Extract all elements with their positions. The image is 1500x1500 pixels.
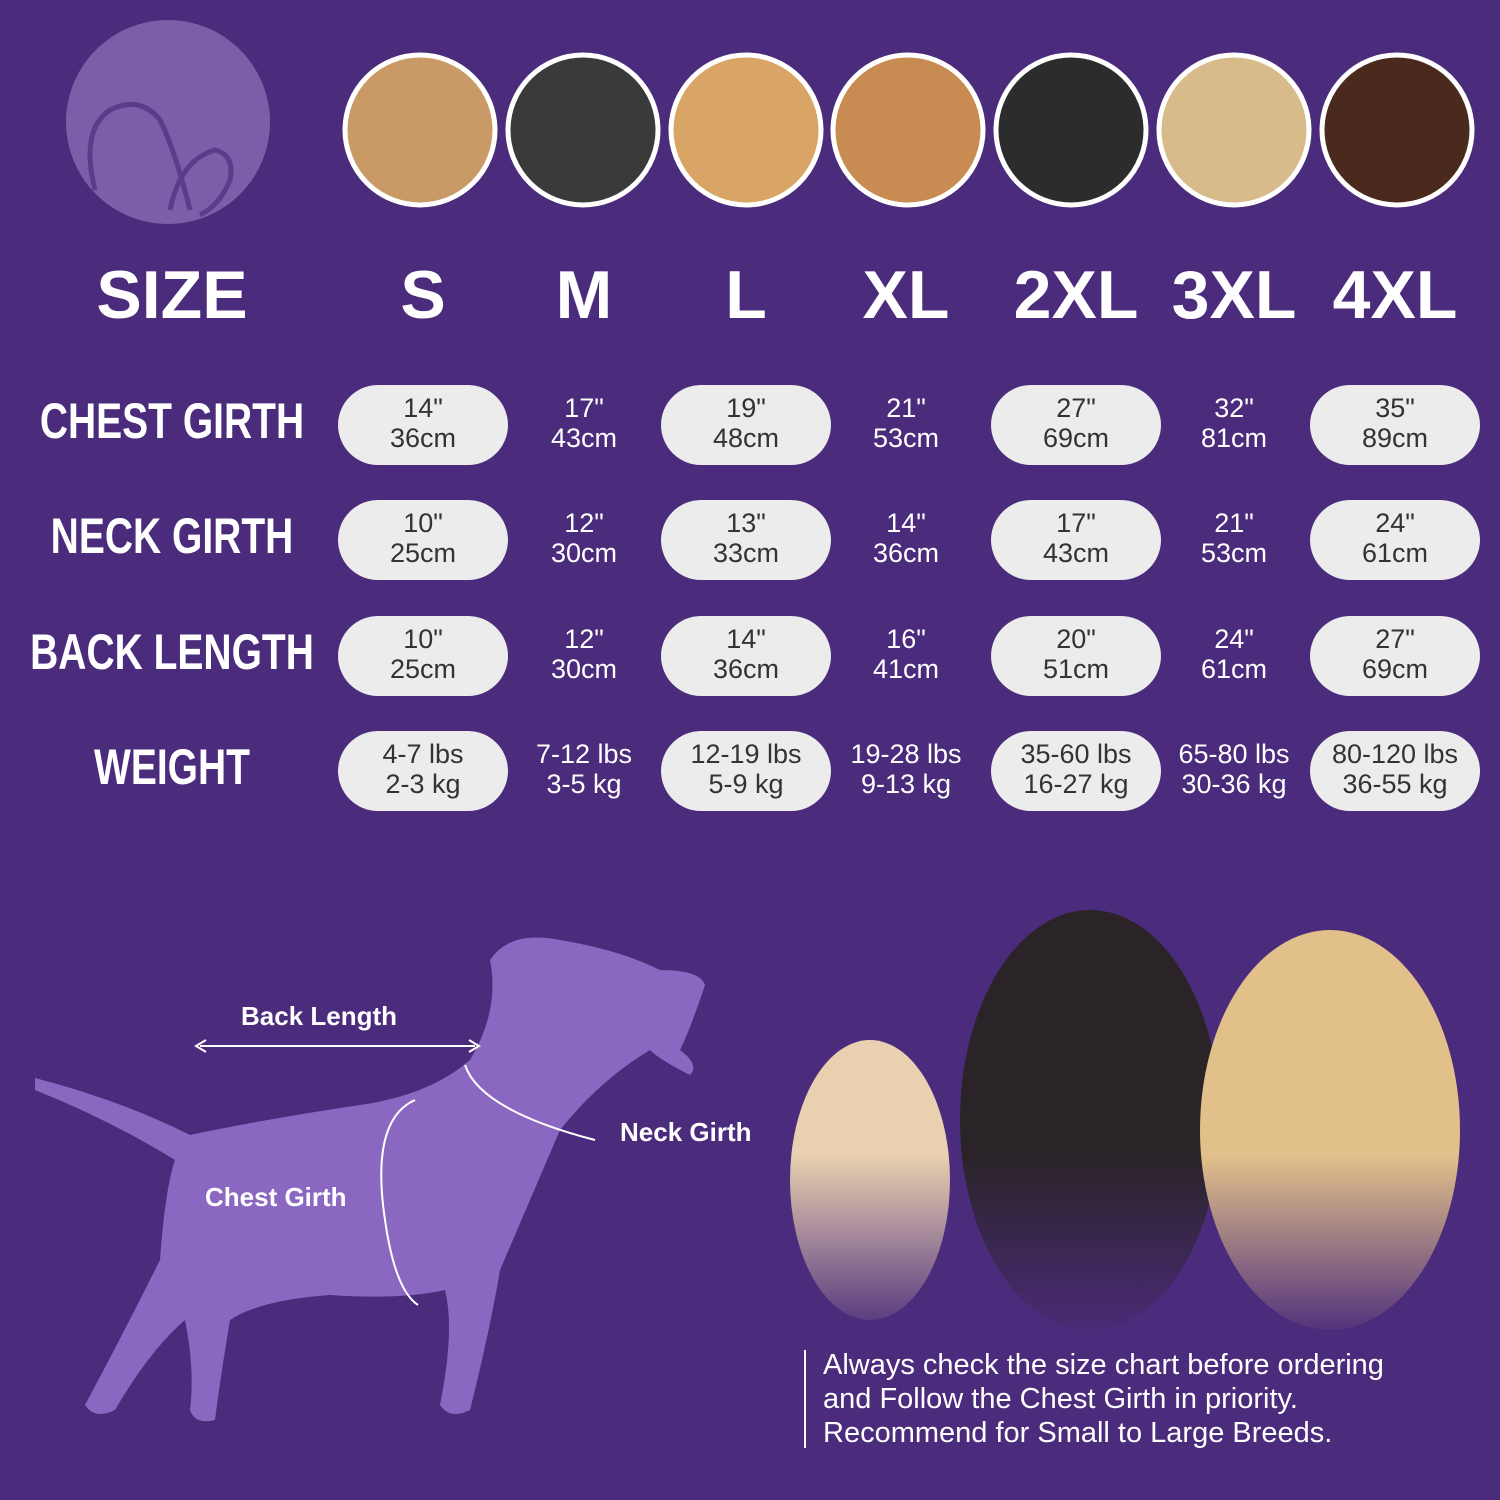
- cell-text: 20": [1056, 624, 1096, 654]
- cell-text: 7-12 lbs: [536, 739, 632, 769]
- cell-text: 21": [1214, 508, 1254, 538]
- size-header: M: [556, 257, 613, 333]
- cell-text: 13": [726, 508, 766, 538]
- cell-text: 19-28 lbs: [850, 739, 961, 769]
- cell-text: 10": [403, 624, 443, 654]
- cell-text: 27": [1056, 393, 1096, 423]
- cell-text: 12-19 lbs: [690, 739, 801, 769]
- cell-text: 2-3 kg: [385, 769, 460, 799]
- cell-pill: [338, 385, 508, 465]
- cell-pill: [338, 500, 508, 580]
- cell-text: 35": [1375, 393, 1415, 423]
- cell-text: 69cm: [1362, 654, 1428, 684]
- cell-text: 21": [886, 393, 926, 423]
- cell-text: 53cm: [1201, 538, 1267, 568]
- cell-pill: [1310, 385, 1480, 465]
- cell-text: 14": [403, 393, 443, 423]
- cell-text: 5-9 kg: [708, 769, 783, 799]
- cell-text: 14": [726, 624, 766, 654]
- cell-text: 80-120 lbs: [1332, 739, 1458, 769]
- cell-text: 65-80 lbs: [1178, 739, 1289, 769]
- cell-text: 30-36 kg: [1181, 769, 1286, 799]
- cell-text: 12": [564, 624, 604, 654]
- row-label: BACK LENGTH: [30, 623, 314, 680]
- breed-photos: [342, 52, 1475, 208]
- cell-text: 51cm: [1043, 654, 1109, 684]
- cell-pill: [1310, 731, 1480, 811]
- row-label: NECK GIRTH: [51, 507, 294, 564]
- cell-text: 61cm: [1362, 538, 1428, 568]
- cell-text: 36cm: [713, 654, 779, 684]
- cell-text: 69cm: [1043, 423, 1109, 453]
- cell-text: 61cm: [1201, 654, 1267, 684]
- cell-pill: [991, 500, 1161, 580]
- size-header: XL: [863, 257, 950, 333]
- cell-text: 41cm: [873, 654, 939, 684]
- dogs-photo: [760, 880, 1460, 1340]
- chest-girth-label: Chest Girth: [205, 1182, 347, 1212]
- cell-text: 36-55 kg: [1342, 769, 1447, 799]
- cell-text: 24": [1375, 508, 1415, 538]
- cell-text: 17": [564, 393, 604, 423]
- cell-pill: [661, 385, 831, 465]
- cell-pill: [991, 385, 1161, 465]
- cell-text: 10": [403, 508, 443, 538]
- size-header: S: [400, 257, 445, 333]
- cell-text: 4-7 lbs: [382, 739, 463, 769]
- cell-text: 81cm: [1201, 423, 1267, 453]
- cell-text: 33cm: [713, 538, 779, 568]
- cell-text: 30cm: [551, 538, 617, 568]
- cell-text: 16-27 kg: [1023, 769, 1128, 799]
- cell-pill: [338, 731, 508, 811]
- corner-header: SIZE: [96, 257, 247, 333]
- note-line: and Follow the Chest Girth in priority.: [823, 1383, 1298, 1415]
- cell-pill: [991, 616, 1161, 696]
- cell-pill: [991, 731, 1161, 811]
- note-line: Recommend for Small to Large Breeds.: [823, 1417, 1332, 1449]
- dog-diagram: Back Length Neck Girth Chest Girth: [35, 937, 752, 1422]
- cell-text: 36cm: [873, 538, 939, 568]
- cell-text: 3-5 kg: [546, 769, 621, 799]
- cell-text: 32": [1214, 393, 1254, 423]
- cell-text: 12": [564, 508, 604, 538]
- back-length-label: Back Length: [241, 1001, 397, 1031]
- logo: [66, 20, 270, 224]
- size-header: 3XL: [1172, 257, 1297, 333]
- size-header: 4XL: [1333, 257, 1458, 333]
- cell-pill: [661, 616, 831, 696]
- cell-text: 24": [1214, 624, 1254, 654]
- size-header: L: [725, 257, 767, 333]
- note-line: Always check the size chart before order…: [823, 1349, 1384, 1381]
- cell-pill: [338, 616, 508, 696]
- cell-text: 43cm: [551, 423, 617, 453]
- cell-text: 89cm: [1362, 423, 1428, 453]
- cell-pill: [661, 731, 831, 811]
- cell-pill: [1310, 500, 1480, 580]
- note: Always check the size chart before order…: [823, 1349, 1384, 1449]
- cell-text: 19": [726, 393, 766, 423]
- cell-text: 43cm: [1043, 538, 1109, 568]
- cell-text: 25cm: [390, 538, 456, 568]
- row-label: WEIGHT: [94, 738, 250, 795]
- cell-pill: [661, 500, 831, 580]
- cell-text: 25cm: [390, 654, 456, 684]
- cell-text: 30cm: [551, 654, 617, 684]
- cell-text: 35-60 lbs: [1020, 739, 1131, 769]
- cell-text: 53cm: [873, 423, 939, 453]
- cell-text: 16": [886, 624, 926, 654]
- cell-text: 48cm: [713, 423, 779, 453]
- size-header: 2XL: [1014, 257, 1139, 333]
- cell-text: 27": [1375, 624, 1415, 654]
- cell-text: 9-13 kg: [861, 769, 951, 799]
- cell-text: 36cm: [390, 423, 456, 453]
- neck-girth-label: Neck Girth: [620, 1117, 752, 1147]
- cell-text: 17": [1056, 508, 1096, 538]
- row-label: CHEST GIRTH: [40, 392, 304, 449]
- cell-text: 14": [886, 508, 926, 538]
- cell-pill: [1310, 616, 1480, 696]
